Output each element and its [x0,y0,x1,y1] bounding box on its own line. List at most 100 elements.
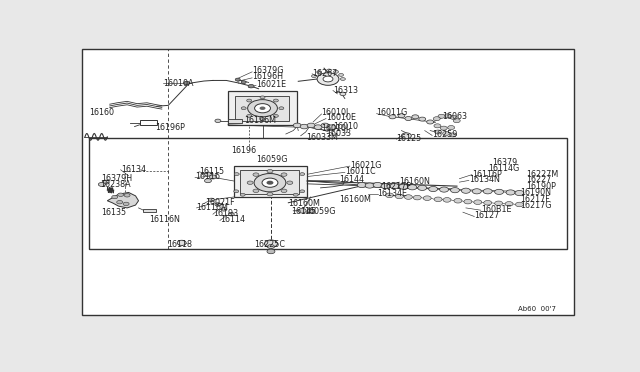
Text: 16116P: 16116P [472,170,502,179]
Text: 16227M: 16227M [527,170,559,179]
Text: 16134: 16134 [121,165,146,174]
Circle shape [314,125,322,129]
Circle shape [404,195,412,199]
Text: 16010J: 16010J [321,108,349,117]
Circle shape [287,181,292,185]
Text: 16010: 16010 [333,122,358,131]
Circle shape [454,198,462,203]
Circle shape [215,119,221,122]
Text: 16196H: 16196H [252,72,283,81]
Text: 16010E: 16010E [326,113,356,122]
Circle shape [247,115,252,117]
Text: 16127: 16127 [474,211,500,221]
Circle shape [118,193,124,196]
Circle shape [240,193,245,196]
Circle shape [241,81,246,84]
Circle shape [317,71,322,74]
Text: 16160: 16160 [89,108,114,117]
Circle shape [413,195,421,200]
Circle shape [209,198,214,202]
Circle shape [483,189,492,194]
Bar [228,91,297,125]
Text: 16021E: 16021E [256,80,286,89]
Circle shape [464,199,472,204]
Circle shape [326,69,332,72]
Circle shape [241,107,246,110]
Circle shape [267,192,273,196]
Bar [240,170,300,193]
Circle shape [328,125,336,129]
Circle shape [312,75,316,78]
Text: 16217F: 16217F [381,182,411,191]
Circle shape [293,193,298,196]
Circle shape [396,194,403,199]
Circle shape [408,185,417,190]
Bar [235,96,289,121]
Circle shape [434,124,441,128]
Circle shape [253,189,259,193]
Circle shape [209,175,216,179]
Circle shape [221,208,227,211]
Circle shape [389,115,396,119]
Circle shape [205,172,211,176]
Bar [140,120,157,125]
Circle shape [262,178,278,187]
Text: 16134N: 16134N [469,175,500,185]
Circle shape [505,202,513,206]
Circle shape [484,201,492,205]
Text: 16021G: 16021G [350,161,381,170]
Circle shape [448,125,454,129]
Circle shape [340,92,346,96]
Circle shape [281,173,287,176]
Text: 16116: 16116 [195,173,220,182]
Circle shape [205,179,211,183]
Circle shape [281,189,287,193]
Circle shape [440,126,447,130]
Circle shape [419,117,426,121]
Circle shape [268,244,275,248]
Text: 16114: 16114 [220,215,245,224]
Text: 16379G: 16379G [252,66,284,75]
Text: 16145: 16145 [291,207,316,216]
Circle shape [264,240,277,247]
Circle shape [293,123,301,128]
Circle shape [440,187,449,192]
Circle shape [495,201,502,206]
Circle shape [260,106,266,110]
Circle shape [453,119,460,123]
Circle shape [266,181,273,185]
Circle shape [321,123,329,128]
Text: 16379: 16379 [492,158,517,167]
Text: 16160M: 16160M [288,199,320,208]
Circle shape [279,107,284,110]
Circle shape [236,78,240,81]
Text: 16225C: 16225C [255,240,285,249]
Circle shape [451,187,460,193]
Circle shape [298,208,306,213]
Circle shape [247,181,253,185]
Circle shape [300,173,305,176]
Circle shape [234,173,239,176]
Text: 16190P: 16190P [527,182,556,191]
Circle shape [412,115,419,119]
Polygon shape [108,192,138,208]
Circle shape [184,81,189,85]
Circle shape [443,198,451,202]
Text: Ab60  00'7: Ab60 00'7 [518,307,556,312]
Circle shape [300,190,305,193]
Circle shape [472,189,481,194]
Bar [89,138,567,250]
Text: 16190N: 16190N [520,188,552,197]
Circle shape [434,197,442,202]
Circle shape [390,183,399,189]
Circle shape [444,114,451,118]
Circle shape [112,195,118,199]
Circle shape [248,100,277,117]
Text: 16134E: 16134E [378,189,408,198]
Text: 16379H: 16379H [101,174,132,183]
Circle shape [260,118,265,121]
Circle shape [255,104,271,113]
Circle shape [267,249,275,254]
Circle shape [461,188,470,193]
Circle shape [506,190,515,195]
